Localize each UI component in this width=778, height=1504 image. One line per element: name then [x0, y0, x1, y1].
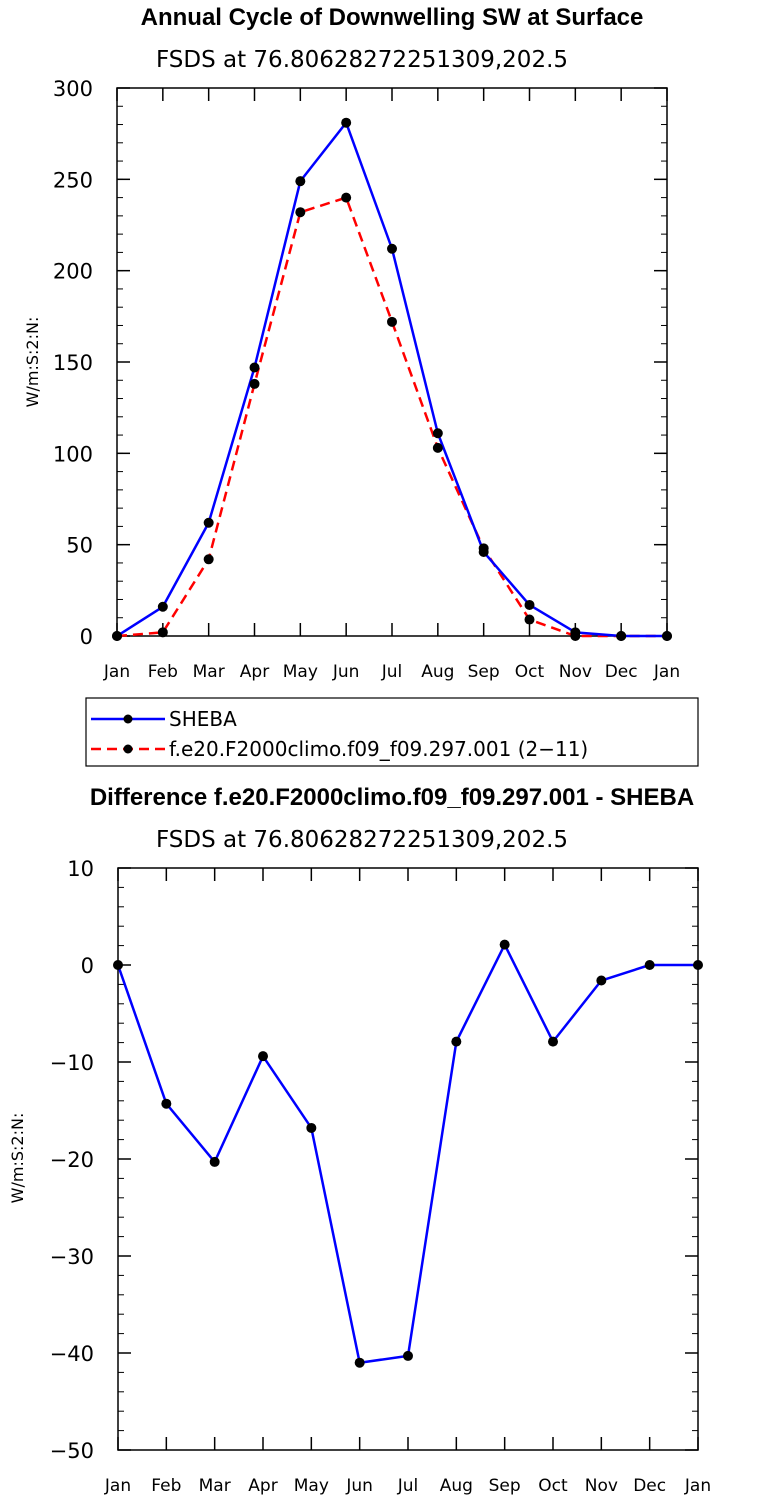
- data-point: [295, 207, 306, 218]
- y-axis-label: W/m:S:2:N:: [23, 317, 42, 408]
- x-tick-label: Dec: [605, 662, 638, 682]
- y-tick-label: −30: [50, 1245, 94, 1269]
- y-tick-label: 150: [53, 351, 93, 375]
- data-point: [693, 960, 703, 970]
- chart-difference: Difference f.e20.F2000climo.f09_f09.297.…: [8, 784, 711, 1496]
- x-tick-label: May: [294, 1476, 329, 1496]
- x-tick-label: Aug: [440, 1476, 473, 1496]
- x-tick-label: Nov: [585, 1476, 618, 1496]
- x-tick-label: Jan: [104, 1476, 131, 1496]
- data-point: [432, 442, 443, 453]
- legend-marker-model: [123, 744, 133, 754]
- data-point: [451, 1036, 462, 1047]
- data-point: [306, 1122, 317, 1133]
- data-point: [341, 192, 352, 203]
- x-tick-label: Aug: [421, 662, 454, 682]
- x-tick-label: Nov: [559, 662, 592, 682]
- data-point: [387, 243, 397, 254]
- data-point: [295, 176, 306, 187]
- chart-title: Annual Cycle of Downwelling SW at Surfac…: [141, 4, 644, 31]
- legend-label-model: f.e20.F2000climo.f09_f09.297.001 (2−11): [169, 737, 588, 761]
- y-tick-label: −50: [50, 1439, 94, 1463]
- y-tick-label: 300: [53, 77, 93, 101]
- x-tick-label: Mar: [199, 1476, 231, 1496]
- y-tick-label: 0: [80, 625, 93, 649]
- plot-frame: [117, 867, 699, 1451]
- data-point: [113, 960, 123, 970]
- series-line: [116, 121, 667, 638]
- data-point: [387, 316, 397, 327]
- x-tick-label: Oct: [538, 1476, 568, 1496]
- x-tick-label: Dec: [633, 1476, 666, 1496]
- x-tick-label: Oct: [515, 662, 545, 682]
- y-tick-label: 0: [81, 954, 94, 978]
- legend: SHEBA f.e20.F2000climo.f09_f09.297.001 (…: [85, 697, 699, 767]
- x-tick-label: Sep: [468, 662, 500, 682]
- x-tick-label: Feb: [151, 1476, 181, 1496]
- y-tick-label: 10: [67, 857, 94, 881]
- data-point: [157, 627, 168, 638]
- data-point: [112, 631, 122, 641]
- data-point: [209, 1156, 220, 1167]
- x-tick-label: Apr: [248, 1476, 277, 1496]
- x-tick-label: Jan: [103, 662, 130, 682]
- data-point: [249, 378, 260, 389]
- x-tick-label: Jun: [332, 662, 360, 682]
- chart-subtitle: FSDS at 76.80628272251309,202.5: [156, 827, 568, 853]
- series-line: [116, 196, 667, 638]
- data-point: [570, 631, 581, 641]
- x-tick-label: Jul: [381, 662, 403, 682]
- x-tick-label: Jun: [345, 1476, 373, 1496]
- x-tick-label: Apr: [240, 662, 269, 682]
- data-point: [662, 631, 672, 641]
- y-tick-label: 100: [53, 442, 93, 466]
- data-point: [499, 939, 510, 950]
- data-point: [258, 1051, 268, 1062]
- y-tick-label: −40: [50, 1342, 94, 1366]
- data-point: [478, 543, 489, 554]
- data-point: [249, 362, 260, 373]
- x-tick-label: Mar: [193, 662, 225, 682]
- data-point: [524, 614, 535, 625]
- y-tick-label: 200: [53, 260, 93, 284]
- data-point: [354, 1357, 365, 1368]
- x-tick-label: Jan: [653, 662, 680, 682]
- y-tick-label: −10: [50, 1051, 94, 1075]
- data-point: [161, 1098, 172, 1109]
- x-tick-label: Jul: [397, 1476, 419, 1496]
- y-tick-label: −20: [50, 1148, 94, 1172]
- chart-subtitle: FSDS at 76.80628272251309,202.5: [156, 47, 568, 73]
- data-point: [548, 1036, 558, 1047]
- data-point: [203, 517, 214, 528]
- x-tick-label: Jan: [684, 1476, 711, 1496]
- data-point: [616, 631, 627, 641]
- x-tick-label: Sep: [489, 1476, 521, 1496]
- x-tick-label: May: [283, 662, 318, 682]
- x-tick-label: Feb: [148, 662, 178, 682]
- y-tick-label: 50: [66, 534, 93, 558]
- legend-label-sheba: SHEBA: [169, 707, 237, 731]
- data-point: [596, 975, 607, 986]
- y-axis-label: W/m:S:2:N:: [8, 1113, 27, 1204]
- data-point: [403, 1350, 413, 1361]
- data-point: [203, 554, 214, 565]
- data-point: [644, 960, 655, 970]
- data-point: [524, 599, 535, 610]
- y-tick-label: 250: [53, 168, 93, 192]
- series-line: [116, 943, 698, 1364]
- data-point: [432, 428, 443, 439]
- chart-title: Difference f.e20.F2000climo.f09_f09.297.…: [90, 784, 694, 811]
- data-point: [157, 601, 168, 612]
- legend-marker-sheba: [123, 714, 133, 724]
- chart-annual-cycle: Annual Cycle of Downwelling SW at Surfac…: [23, 4, 699, 767]
- plot-frame: [116, 87, 668, 637]
- data-point: [341, 117, 352, 128]
- legend-box: [85, 697, 699, 767]
